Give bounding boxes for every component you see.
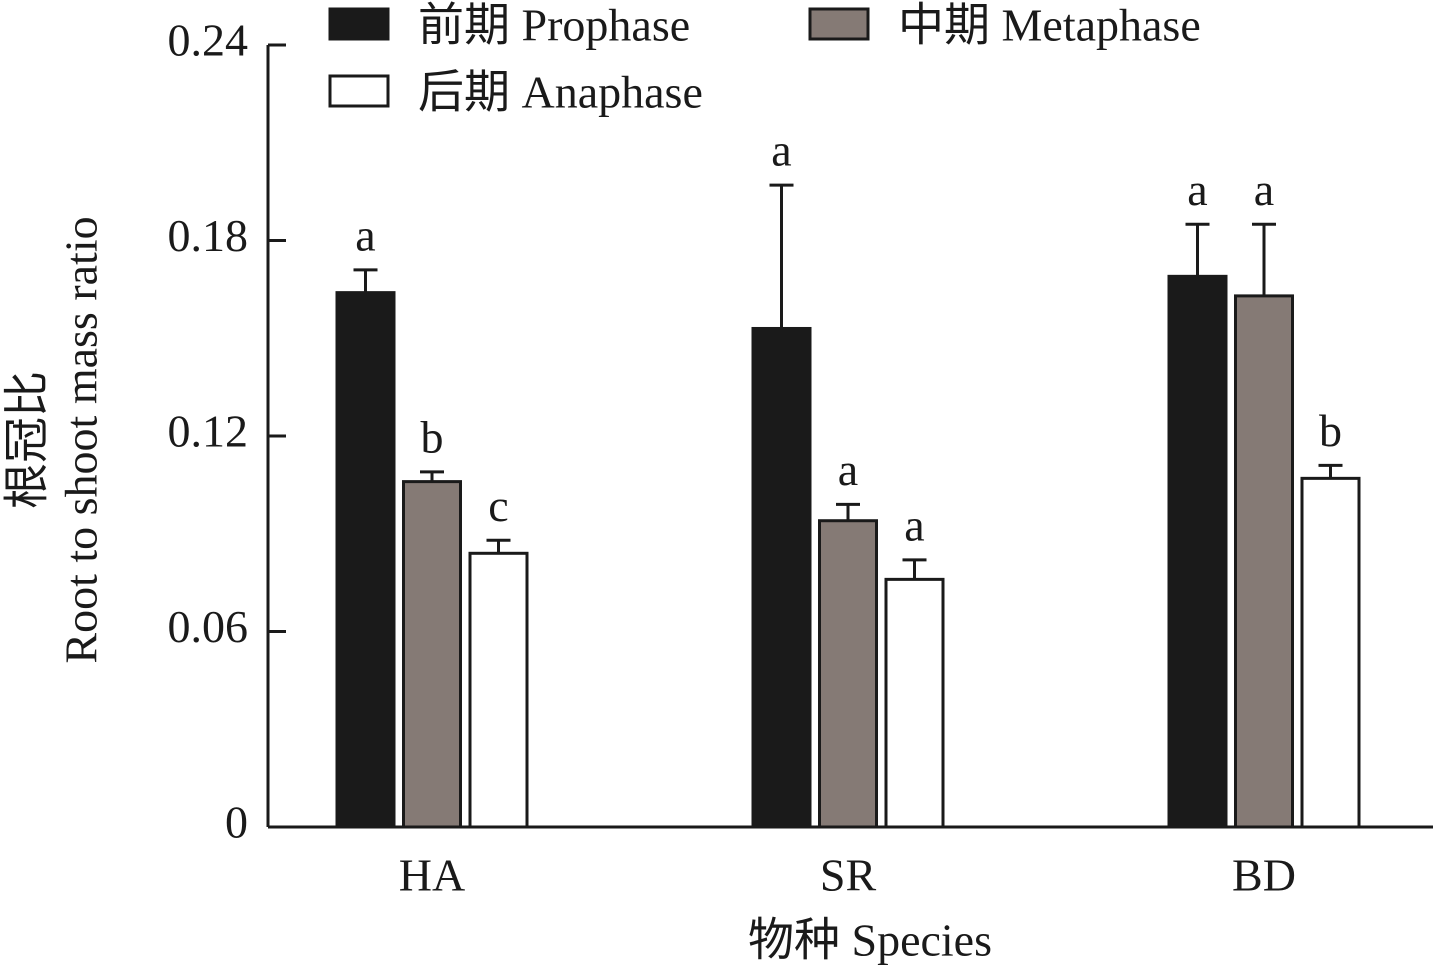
bar: [1167, 274, 1228, 829]
bar: [1234, 294, 1294, 829]
significance-label: c: [488, 480, 508, 531]
legend-label: 前期 Prophase: [418, 0, 690, 51]
x-axis-title: 物种 Species: [748, 915, 992, 966]
significance-label: b: [421, 411, 444, 462]
significance-label: a: [1254, 164, 1274, 215]
y-axis-title: 根冠比: [2, 371, 53, 509]
y-tick-label: 0.12: [168, 406, 249, 457]
legend-label: 中期 Metaphase: [898, 0, 1201, 51]
significance-label: a: [771, 125, 791, 176]
significance-label: a: [1187, 164, 1207, 215]
significance-label: a: [838, 444, 858, 495]
x-tick-label: BD: [1232, 850, 1296, 901]
legend-swatch: [328, 7, 390, 41]
y-tick-label: 0.18: [168, 210, 249, 261]
significance-label: b: [1319, 405, 1342, 456]
legend-label: 后期 Anaphase: [418, 67, 703, 118]
y-tick-label: 0.24: [168, 15, 249, 66]
y-tick-label: 0: [225, 797, 248, 848]
bar: [818, 519, 878, 829]
significance-label: a: [904, 499, 924, 550]
bar: [335, 291, 396, 829]
bar: [402, 480, 462, 829]
legend-swatch: [808, 7, 870, 41]
bar: [751, 326, 812, 829]
significance-label: a: [355, 209, 375, 260]
legend-swatch: [328, 74, 390, 108]
bar: [1300, 476, 1361, 829]
bar: [884, 577, 945, 829]
y-axis-title: Root to shoot mass ratio: [56, 216, 107, 663]
bar: [468, 551, 529, 829]
x-tick-label: HA: [399, 850, 465, 901]
y-tick-label: 0.06: [168, 601, 249, 652]
x-tick-label: SR: [820, 850, 877, 901]
